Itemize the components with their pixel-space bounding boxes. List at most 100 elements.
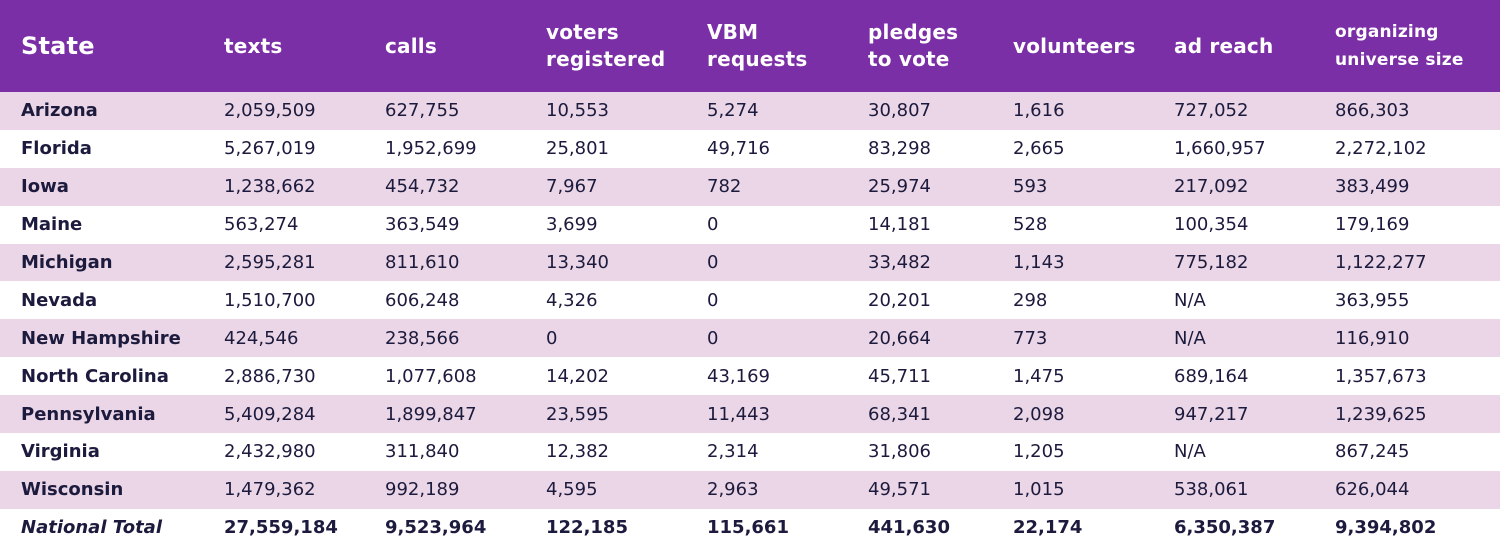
pledges-to-vote-cell: 83,298: [868, 138, 931, 160]
pledges-to-vote-cell: 14,181: [868, 214, 931, 236]
table-row: Michigan 2,595,281 811,610 13,340 0 33,482 1,1…: [0, 243, 1500, 282]
state-name-cell: Michigan: [21, 252, 113, 273]
state-name-cell: Nevada: [21, 289, 98, 311]
organizing-universe-size-cell: 1,357,673: [1335, 365, 1427, 387]
table-row: Nevada 1,510,700 606,248 4,326 0 20,201 298 N/A…: [0, 281, 1500, 319]
texts-cell: 2,432,980: [224, 441, 316, 463]
header-ad-reach: ad reach: [1174, 33, 1274, 58]
state-name-cell: National Total: [21, 517, 162, 539]
vbm-requests-cell: 0: [707, 327, 719, 349]
state-name-cell: North Carolina: [21, 365, 169, 387]
pledges-to-vote-cell: 68,341: [868, 403, 931, 425]
pledges-to-vote-cell: 30,807: [868, 100, 931, 122]
state-name-cell: Iowa: [21, 176, 69, 198]
ad-reach-cell: 100,354: [1174, 214, 1249, 236]
volunteers-cell: 773: [1013, 327, 1048, 349]
header-organizing-universe-size: organizing universe size: [1335, 22, 1464, 70]
pledges-to-vote-cell: 45,711: [868, 365, 931, 387]
voters-registered-cell: 4,326: [546, 289, 598, 311]
vbm-requests-cell: 0: [707, 214, 719, 236]
calls-cell: 1,952,699: [385, 138, 477, 160]
header-row: State texts calls voters registered VBM re…: [0, 0, 1500, 92]
vbm-requests-cell: 49,716: [707, 138, 770, 160]
volunteers-cell: 2,098: [1013, 403, 1065, 425]
vbm-requests-cell: 0: [707, 289, 719, 311]
header-pledges-to-vote: pledges to vote: [868, 20, 959, 71]
organizing-universe-size-cell: 179,169: [1335, 214, 1410, 236]
voters-registered-cell: 3,699: [546, 214, 598, 236]
organizing-universe-size-cell: 2,272,102: [1335, 138, 1427, 160]
calls-cell: 1,077,608: [385, 365, 477, 387]
vbm-requests-cell: 5,274: [707, 100, 759, 122]
vbm-requests-cell: 115,661: [707, 517, 789, 539]
voters-registered-cell: 25,801: [546, 138, 609, 160]
volunteers-cell: 2,665: [1013, 138, 1065, 160]
table-body: Arizona 2,059,509 627,755 10,553 5,274 30,807…: [0, 92, 1500, 547]
voters-registered-cell: 0: [546, 327, 558, 349]
organizing-universe-size-cell: 383,499: [1335, 176, 1410, 198]
table-row: Arizona 2,059,509 627,755 10,553 5,274 30,807…: [0, 92, 1500, 130]
calls-cell: 811,610: [385, 252, 460, 273]
ad-reach-cell: 775,182: [1174, 252, 1249, 273]
volunteers-cell: 1,015: [1013, 479, 1065, 501]
voters-registered-cell: 4,595: [546, 479, 598, 501]
voters-registered-cell: 122,185: [546, 517, 628, 539]
table-row: Iowa 1,238,662 454,732 7,967 782 25,974 593 217…: [0, 167, 1500, 206]
ad-reach-cell: N/A: [1174, 289, 1206, 311]
calls-cell: 9,523,964: [385, 517, 487, 539]
texts-cell: 2,886,730: [224, 365, 316, 387]
calls-cell: 311,840: [385, 441, 460, 463]
state-name-cell: Florida: [21, 138, 92, 160]
header-volunteers: volunteers: [1013, 33, 1136, 58]
vbm-requests-cell: 782: [707, 176, 742, 198]
organizing-universe-size-cell: 1,239,625: [1335, 403, 1427, 425]
calls-cell: 363,549: [385, 214, 460, 236]
state-name-cell: Pennsylvania: [21, 403, 156, 425]
organizing-universe-size-cell: 866,303: [1335, 100, 1410, 122]
texts-cell: 563,274: [224, 214, 299, 236]
header-voters-registered: voters registered: [546, 20, 666, 71]
volunteers-cell: 593: [1013, 176, 1048, 198]
volunteers-cell: 1,475: [1013, 365, 1065, 387]
vbm-requests-cell: 2,314: [707, 441, 759, 463]
texts-cell: 27,559,184: [224, 517, 338, 539]
table-row: Wisconsin 1,479,362 992,189 4,595 2,963 49,57…: [0, 470, 1500, 509]
calls-cell: 627,755: [385, 100, 460, 122]
pledges-to-vote-cell: 441,630: [868, 517, 950, 539]
vbm-requests-cell: 43,169: [707, 365, 770, 387]
texts-cell: 2,595,281: [224, 252, 316, 273]
voters-registered-cell: 10,553: [546, 100, 609, 122]
header-vbm-requests: VBM requests: [707, 20, 808, 71]
calls-cell: 454,732: [385, 176, 460, 198]
table-header: State texts calls voters registered VBM re…: [0, 0, 1500, 92]
vbm-requests-cell: 0: [707, 252, 719, 273]
pledges-to-vote-cell: 33,482: [868, 252, 931, 273]
volunteers-cell: 298: [1013, 289, 1048, 311]
volunteers-cell: 22,174: [1013, 517, 1083, 539]
voters-registered-cell: 14,202: [546, 365, 609, 387]
volunteers-cell: 1,143: [1013, 252, 1065, 273]
calls-cell: 606,248: [385, 289, 460, 311]
pledges-to-vote-cell: 20,664: [868, 327, 931, 349]
ad-reach-cell: N/A: [1174, 327, 1206, 349]
table-row: New Hampshire 424,546 238,566 0 0 20,664 773 N/…: [0, 319, 1500, 358]
state-name-cell: New Hampshire: [21, 327, 181, 349]
calls-cell: 992,189: [385, 479, 460, 501]
calls-cell: 238,566: [385, 327, 460, 349]
state-name-cell: Arizona: [21, 100, 98, 122]
ad-reach-cell: N/A: [1174, 441, 1206, 463]
ad-reach-cell: 689,164: [1174, 365, 1249, 387]
volunteers-cell: 1,616: [1013, 100, 1065, 122]
organizing-universe-size-cell: 1,122,277: [1335, 252, 1427, 273]
texts-cell: 2,059,509: [224, 100, 316, 122]
pledges-to-vote-cell: 31,806: [868, 441, 931, 463]
table-row: Pennsylvania 5,409,284 1,899,847 23,595 11,4…: [0, 395, 1500, 434]
calls-cell: 1,899,847: [385, 403, 477, 425]
texts-cell: 424,546: [224, 327, 299, 349]
ad-reach-cell: 6,350,387: [1174, 517, 1276, 539]
header-calls: calls: [385, 33, 437, 58]
total-row: National Total 27,559,184 9,523,964 122,185…: [0, 509, 1500, 547]
ad-reach-cell: 947,217: [1174, 403, 1249, 425]
voters-registered-cell: 23,595: [546, 403, 609, 425]
